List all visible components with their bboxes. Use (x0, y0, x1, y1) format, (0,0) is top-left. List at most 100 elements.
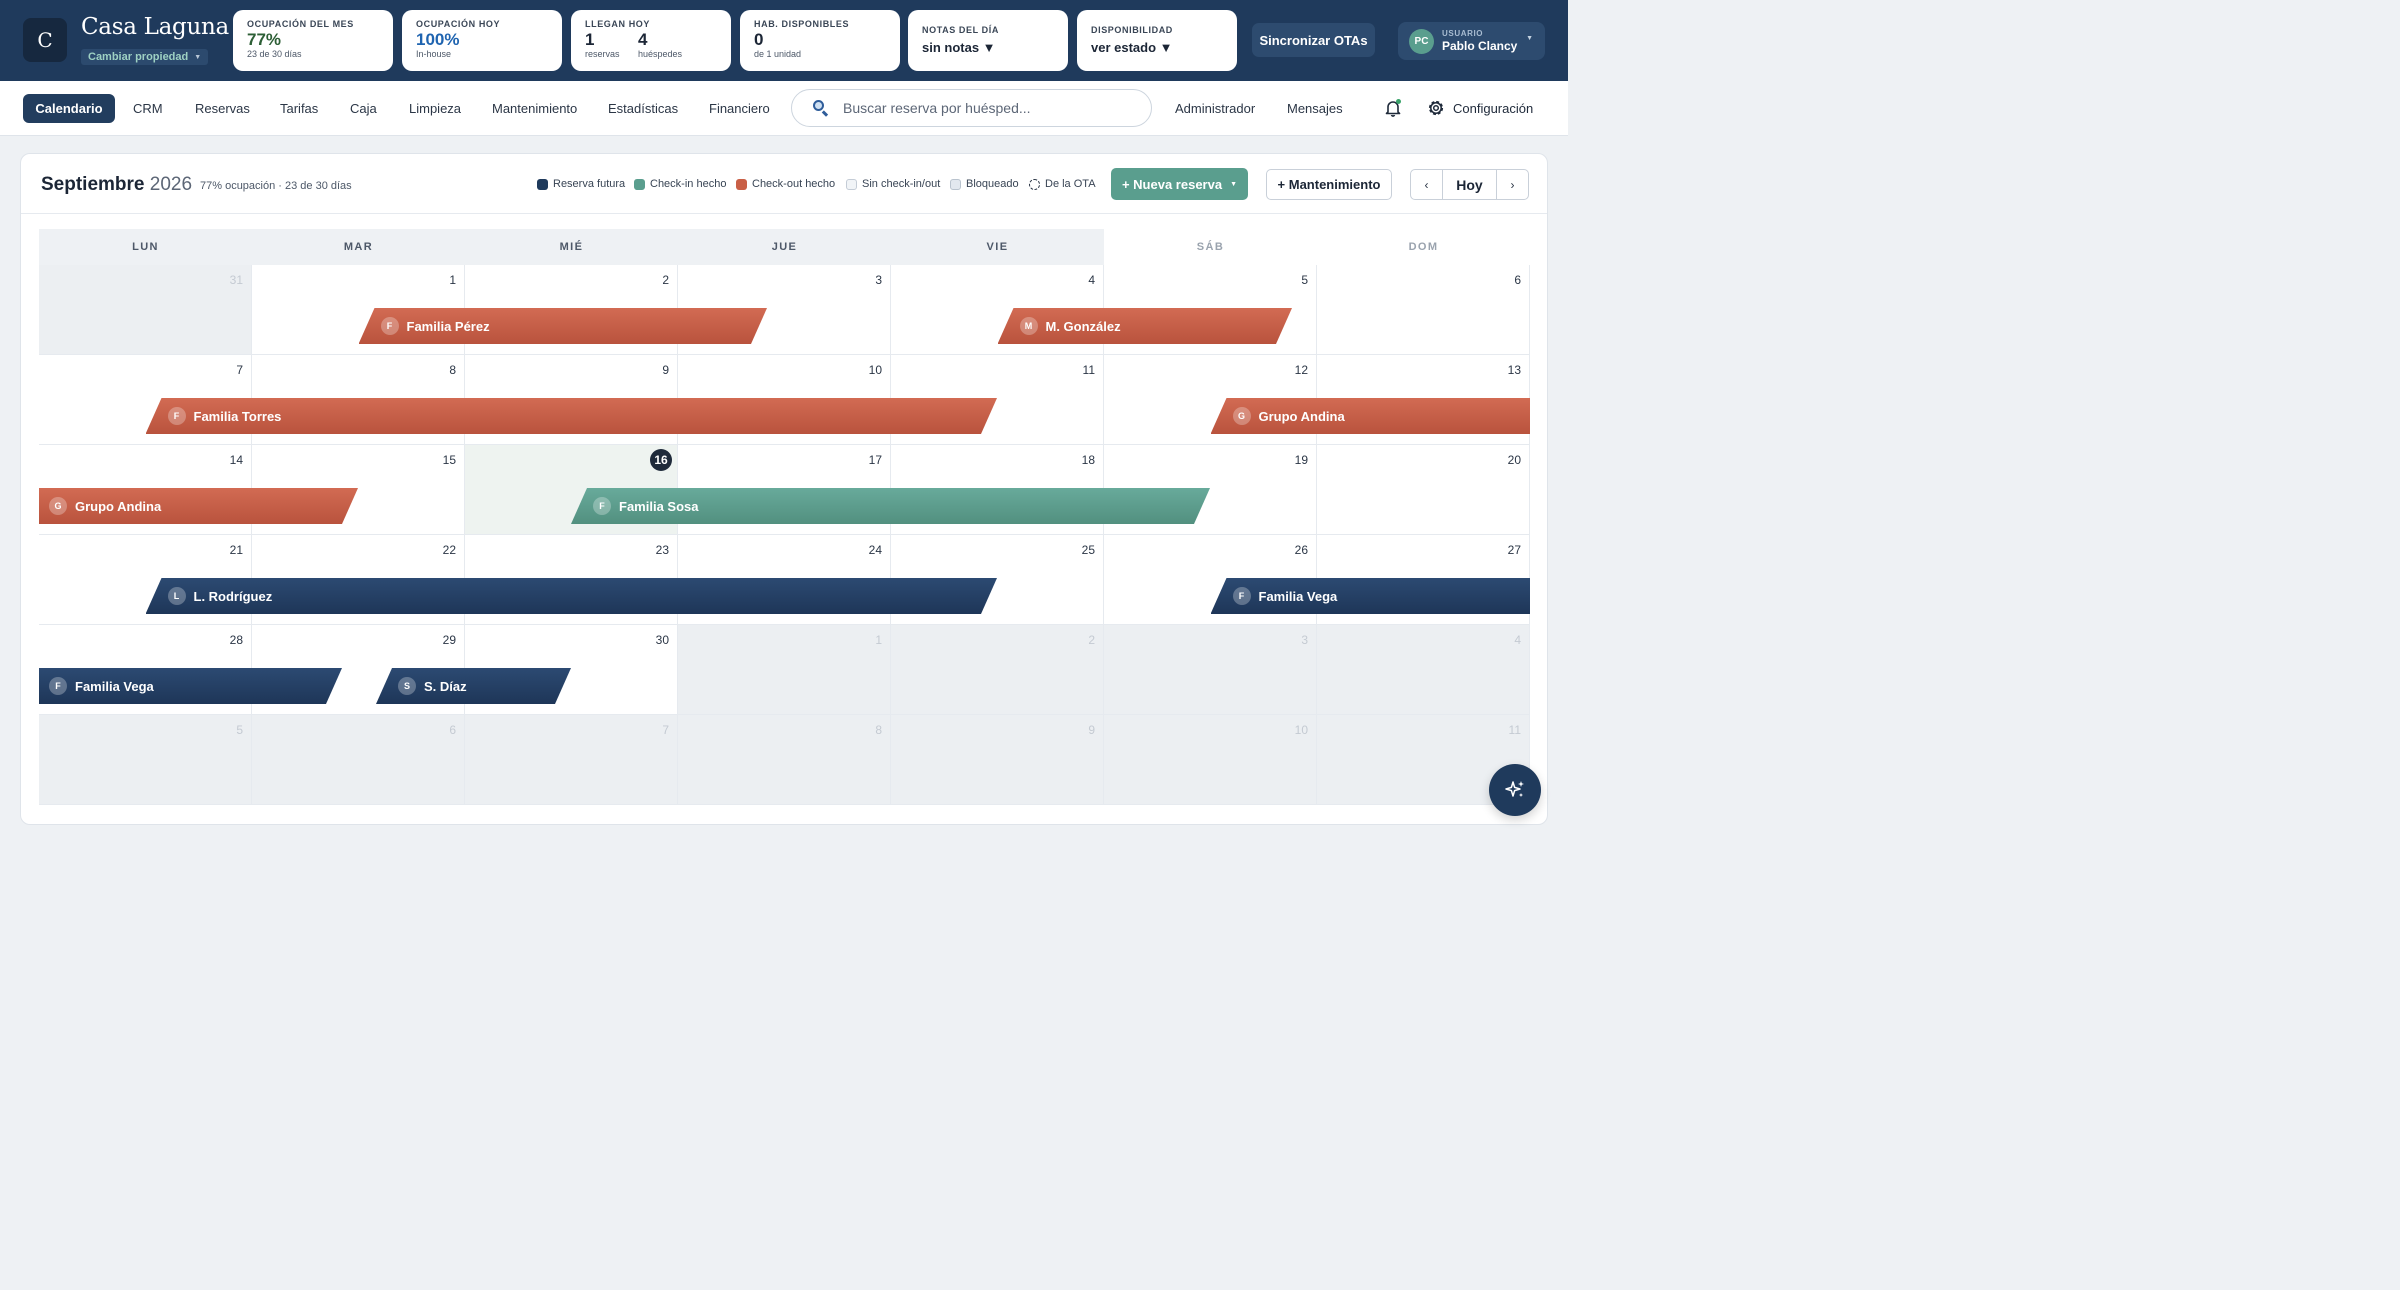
reservation-bar[interactable]: S S. Díaz (376, 668, 571, 704)
day-number: 22 (442, 543, 456, 557)
day-number: 1 (875, 633, 882, 647)
nav-limpieza[interactable]: Limpieza (409, 101, 462, 116)
month-name: Septiembre (41, 174, 145, 195)
day-cell: 1 (678, 625, 891, 715)
settings-link[interactable]: Configuración (1453, 101, 1534, 116)
reservation-bar[interactable]: F Familia Vega (39, 668, 342, 704)
new-reservation-button[interactable]: + Nueva reserva ▼ (1111, 168, 1248, 200)
guest-initial-badge: F (49, 677, 67, 695)
day-notes-dropdown[interactable]: sin notas ▼ (922, 40, 996, 55)
guest-initial-badge: G (1232, 407, 1251, 425)
nav-calendario[interactable]: Calendario (23, 94, 115, 123)
day-number: 20 (1507, 453, 1521, 467)
legend-swatch (846, 178, 857, 190)
day-number: 4 (1088, 273, 1095, 287)
day-cell: 10 (1104, 715, 1317, 805)
reservation-bar[interactable]: F Familia Sosa (571, 488, 1210, 524)
next-month-button[interactable]: › (1510, 177, 1515, 192)
property-name: Casa Laguna (81, 14, 229, 40)
bell-icon[interactable] (1384, 99, 1402, 117)
availability-dropdown[interactable]: ver estado ▼ (1091, 40, 1173, 55)
nav-estadisticas[interactable]: Estadísticas (608, 101, 679, 116)
weekday-header: LUN MAR MIÉ JUE VIE SÁB DOM (39, 229, 1530, 265)
day-number: 29 (442, 633, 456, 647)
day-cell: 4 (1317, 625, 1530, 715)
reservation-bar[interactable]: G Grupo Andina (1210, 398, 1530, 434)
calendar-card: Septiembre 2026 77% ocupación · 23 de 30… (20, 153, 1548, 825)
nav-administrador[interactable]: Administrador (1175, 101, 1256, 116)
day-number: 2 (1088, 633, 1095, 647)
guest-initial-badge: L (168, 587, 186, 605)
reservation-bar[interactable]: G Grupo Andina (39, 488, 358, 524)
nav-caja[interactable]: Caja (350, 101, 377, 116)
day-number: 5 (1301, 273, 1308, 287)
prev-month-button[interactable]: ‹ (1424, 177, 1429, 192)
day-cell[interactable]: 20 (1317, 445, 1530, 535)
legend-label: Sin check-in/out (862, 178, 941, 190)
reservation-bar[interactable]: F Familia Pérez (359, 308, 768, 344)
nav-mantenimiento[interactable]: Mantenimiento (492, 101, 578, 116)
day-number: 6 (449, 723, 456, 737)
change-property-button[interactable]: Cambiar propiedad ▼ (81, 49, 209, 65)
day-number: 1 (449, 273, 456, 287)
guest-initial-badge: M (1020, 317, 1038, 335)
day-number: 14 (229, 453, 243, 467)
stat-card-arrivals-today: LLEGAN HOY 1 reservas 4 huéspedes (571, 10, 731, 71)
day-cell: 6 (252, 715, 465, 805)
sync-otas-button[interactable]: Sincronizar OTAs (1252, 23, 1375, 57)
add-maintenance-button[interactable]: + Mantenimiento (1266, 169, 1392, 200)
stat-label: NOTAS DEL DÍA (922, 25, 999, 35)
legend-ota: De la OTA (1029, 178, 1096, 190)
weekday-label: VIE (891, 229, 1104, 265)
day-number: 2 (662, 273, 669, 287)
nav-mensajes[interactable]: Mensajes (1287, 101, 1343, 116)
reservation-bar[interactable]: L L. Rodríguez (146, 578, 998, 614)
gear-icon[interactable] (1426, 98, 1446, 118)
legend-swatch (950, 178, 961, 190)
reservation-bar[interactable]: F Familia Torres (146, 398, 998, 434)
day-number: 7 (662, 723, 669, 737)
day-number: 30 (655, 633, 669, 647)
guest-search[interactable] (791, 89, 1152, 127)
search-input[interactable] (843, 100, 1133, 116)
day-number: 3 (1301, 633, 1308, 647)
nav-crm[interactable]: CRM (133, 101, 163, 116)
reservation-bar[interactable]: M M. González (998, 308, 1293, 344)
today-button[interactable]: Hoy (1442, 170, 1497, 199)
day-cell[interactable]: 3 (678, 265, 891, 355)
reservation-bar[interactable]: F Familia Vega (1210, 578, 1530, 614)
legend-future: Reserva futura (537, 178, 625, 190)
nav-financiero[interactable]: Financiero (709, 101, 770, 116)
stat-sub: 23 de 30 días (247, 49, 302, 59)
change-property-label: Cambiar propiedad (88, 51, 189, 63)
guest-initial-badge: F (1232, 587, 1251, 605)
day-number: 17 (868, 453, 882, 467)
guest-name: Familia Torres (193, 408, 282, 424)
nav-reservas[interactable]: Reservas (195, 101, 250, 116)
guest-initial-badge: F (381, 317, 399, 335)
stat-card-month-occupancy: OCUPACIÓN DEL MES 77% 23 de 30 días (233, 10, 393, 71)
calendar-grid: LUN MAR MIÉ JUE VIE SÁB DOM 31 1 2 3 4 5 6 7 8 9 10 11 12 1… (39, 229, 1530, 806)
legend-label: De la OTA (1045, 178, 1096, 190)
guest-initial-badge: F (168, 407, 186, 425)
guest-name: M. González (1045, 318, 1121, 334)
day-number: 3 (875, 273, 882, 287)
day-number: 5 (236, 723, 243, 737)
day-number: 31 (229, 273, 243, 287)
avatar: PC (1409, 29, 1434, 54)
ai-assistant-button[interactable] (1489, 764, 1541, 816)
stat-card-day-notes[interactable]: NOTAS DEL DÍA sin notas ▼ (908, 10, 1068, 71)
guest-initial-badge: G (49, 497, 67, 515)
legend-checkout: Check-out hecho (736, 178, 835, 190)
nav-tarifas[interactable]: Tarifas (280, 101, 319, 116)
day-cell[interactable]: 6 (1317, 265, 1530, 355)
legend-blocked: Bloqueado (950, 178, 1019, 190)
stat-value: 77% (247, 30, 282, 49)
guest-name: Familia Pérez (406, 318, 490, 334)
stat-sub: In-house (416, 49, 452, 59)
day-number: 4 (1514, 633, 1521, 647)
user-menu[interactable]: PC USUARIO Pablo Clancy ▼ (1398, 22, 1545, 60)
day-number: 9 (1088, 723, 1095, 737)
stat-card-availability[interactable]: DISPONIBILIDAD ver estado ▼ (1077, 10, 1237, 71)
day-number: 8 (875, 723, 882, 737)
